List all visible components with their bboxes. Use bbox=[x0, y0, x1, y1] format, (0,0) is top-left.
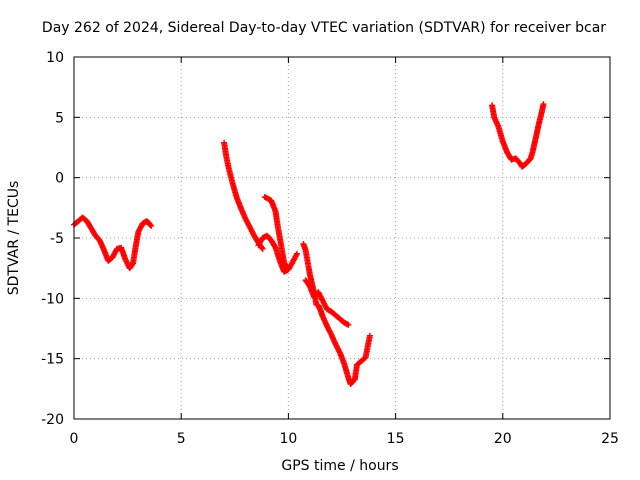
x-tick-label: 25 bbox=[601, 431, 619, 447]
data-segment bbox=[302, 277, 352, 328]
x-tick-label: 5 bbox=[177, 431, 186, 447]
data-point bbox=[147, 222, 154, 228]
x-tick-label: 0 bbox=[70, 431, 79, 447]
data-point bbox=[283, 265, 290, 272]
data-segment bbox=[255, 232, 300, 275]
x-tick-label: 20 bbox=[494, 431, 512, 447]
x-tick-label: 10 bbox=[279, 431, 297, 447]
data-point bbox=[294, 250, 300, 257]
y-axis-label: SDTVAR / TECUs bbox=[6, 181, 22, 296]
data-point bbox=[258, 244, 265, 251]
data-point bbox=[345, 321, 352, 328]
y-tick-label: -10 bbox=[41, 291, 64, 307]
y-tick-label: 10 bbox=[46, 50, 64, 66]
y-tick-label: 5 bbox=[55, 110, 64, 126]
data-point bbox=[540, 101, 547, 108]
data-segment bbox=[489, 101, 547, 170]
data-layer bbox=[71, 101, 547, 387]
data-segment bbox=[71, 214, 155, 272]
y-tick-label: -20 bbox=[41, 412, 64, 428]
y-tick-label: -15 bbox=[41, 352, 64, 368]
data-segment bbox=[221, 139, 266, 252]
data-point bbox=[259, 245, 266, 252]
y-tick-label: -5 bbox=[50, 231, 64, 247]
tick-layer: 0 5 10 15 20 25 -20 -15 -10 -5 0 5 10 bbox=[41, 50, 619, 447]
y-tick-label: 0 bbox=[55, 171, 64, 187]
data-segment bbox=[261, 194, 290, 272]
data-point bbox=[148, 222, 155, 229]
data-point bbox=[366, 332, 373, 339]
x-tick-label: 15 bbox=[387, 431, 405, 447]
x-axis-label: GPS time / hours bbox=[281, 458, 398, 474]
chart-title: Day 262 of 2024, Sidereal Day-to-day VTE… bbox=[42, 20, 606, 36]
